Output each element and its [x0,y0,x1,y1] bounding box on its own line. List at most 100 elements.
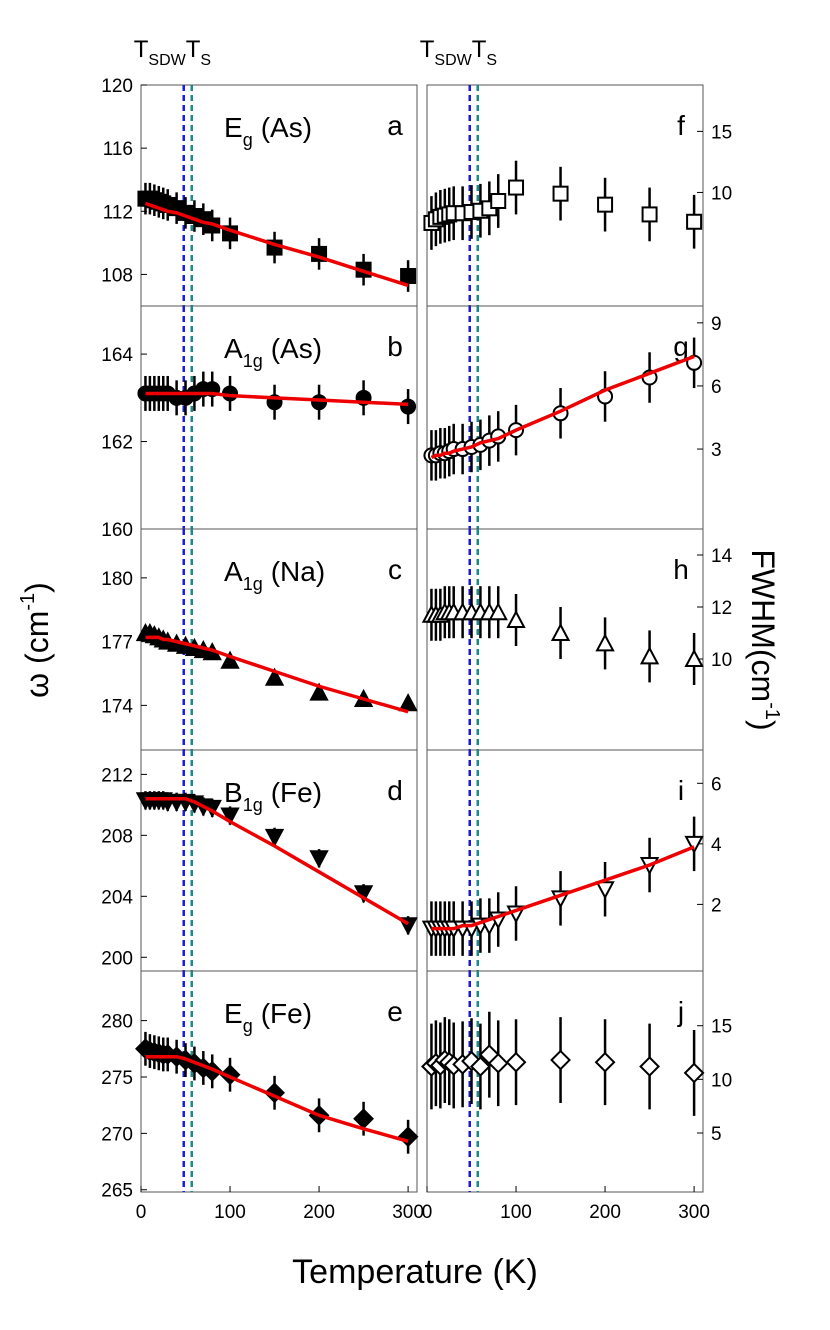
marker [639,646,660,665]
y-tick-label: 270 [101,1124,133,1145]
y-tick-label: 15 [711,1017,732,1038]
fit-line [431,845,695,931]
panel-letter: h [673,554,689,585]
marker [488,602,508,621]
marker [639,1056,660,1077]
y-tick-label: 5 [711,1124,722,1145]
x-tick-label: 0 [422,1202,433,1223]
panel-letter: b [387,331,403,362]
marker [684,835,704,854]
label-main: A [224,556,243,587]
marker [461,1050,482,1072]
marker [686,213,703,230]
label-main: T [472,36,487,63]
label-suffix: (Na) [271,556,325,587]
y-tick-label: 6 [711,774,722,795]
label-end: ) [19,582,55,593]
label-main: T [420,36,435,63]
marker [508,179,525,196]
y-tick-label: 174 [101,696,133,717]
marker [550,1049,571,1071]
label-main: FWHM(cm [745,549,781,702]
transition-label: TS [472,36,497,69]
label-sub: SDW [148,52,186,69]
y-tick-label: 2 [711,895,722,916]
y-tick-label: 212 [101,765,133,786]
marker [683,1062,705,1084]
panel-frame [140,970,418,1193]
label-sub: g [243,130,253,150]
y-tick-label: 15 [711,122,732,143]
marker [487,1052,509,1074]
y-tick-label: 112 [103,202,133,223]
marker [470,1056,491,1077]
y-tick-label: 200 [101,948,133,969]
marker [264,667,285,686]
marker [309,850,329,869]
y-tick-label: 208 [101,826,133,847]
marker [311,394,328,411]
x-tick-label: 100 [500,1202,532,1223]
y-tick-label: 162 [101,433,133,454]
marker [684,648,704,667]
marker [397,1126,419,1148]
panel-label: A1g (Na) [224,556,325,594]
marker [220,807,240,826]
y-tick-label: 180 [101,569,133,590]
y-tick-label: 12 [711,598,732,619]
label-suffix: (Fe) [261,998,312,1029]
panel-letter: c [388,554,402,585]
panel-label: B1g (Fe) [224,777,322,815]
label-sup: -1 [17,593,39,611]
x-tick-label: 100 [214,1202,246,1223]
panel-label: Eg (Fe) [224,998,312,1036]
panel-letter: i [678,775,684,806]
fit-line [145,635,409,714]
label-main: ω (cm [19,611,55,698]
label-main: T [186,36,201,63]
marker [552,185,569,202]
label-main: B [224,777,243,808]
label-suffix: (As) [261,112,312,143]
y-tick-label: 9 [711,314,722,335]
x-tick-label: 200 [303,1202,335,1223]
marker [309,682,329,701]
label-main: E [224,112,243,143]
marker [264,1082,285,1104]
y-tick-label: 204 [101,887,133,908]
panel-letter: e [387,996,403,1027]
label-sub: 1g [243,574,263,594]
y-tick-label: 275 [101,1068,133,1089]
panel-letter: d [387,775,403,806]
transition-label: TSDW [420,36,473,69]
marker [595,881,615,900]
y-tick-label: 116 [103,139,133,160]
x-tick-label: 300 [678,1202,710,1223]
y-tick-label: 4 [711,835,722,856]
y-tick-label: 120 [101,76,133,97]
label-main: A [224,333,243,364]
label-sub: S [486,52,497,69]
y-tick-label: 164 [101,345,133,366]
label-sub: g [243,1016,253,1036]
y-axis-label: ω (cm-1) [17,582,55,698]
label-sup: -1 [761,702,783,720]
fit-line [145,1054,409,1143]
panel-letter: g [673,331,689,362]
label-suffix: (As) [271,333,322,364]
y-axis-label: FWHM(cm-1) [745,549,783,730]
fit-line [145,797,409,926]
label-sub: 1g [243,351,263,371]
y-tick-label: 10 [711,183,732,204]
label-sub: SDW [434,52,472,69]
x-tick-label: 200 [589,1202,621,1223]
label-main: T [134,36,149,63]
y-tick-label: 160 [101,520,133,541]
panel-label: Eg (As) [224,112,312,150]
marker [597,196,614,213]
marker [400,268,417,285]
panel-frame [426,970,704,1193]
y-tick-label: 108 [101,265,133,286]
